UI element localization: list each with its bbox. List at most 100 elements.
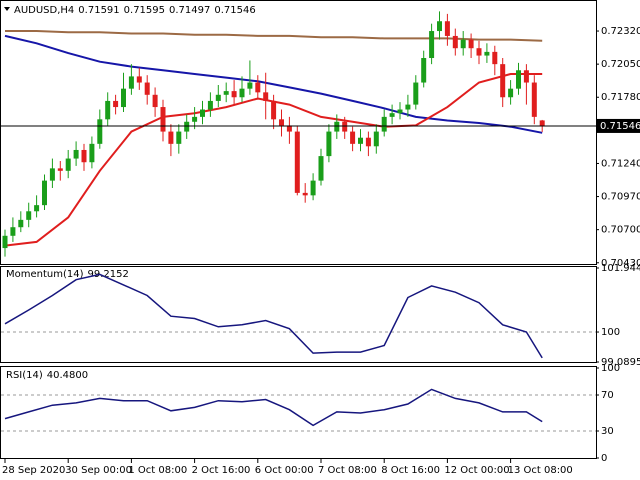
candle-body bbox=[207, 100, 213, 110]
momentum-panel bbox=[0, 266, 597, 363]
moving-average bbox=[4, 34, 543, 134]
last-low: 0.71497 bbox=[169, 5, 210, 16]
candle-body bbox=[373, 131, 379, 147]
candle-body bbox=[516, 70, 521, 89]
indicator-value: 99.2152 bbox=[88, 269, 129, 280]
momentum-title: Momentum(14) 99.2152 bbox=[6, 269, 129, 280]
candle-body bbox=[97, 119, 103, 144]
y-tick-label: 99.0895 bbox=[601, 357, 640, 368]
candle-body bbox=[444, 21, 450, 36]
indicator-name: Momentum(14) bbox=[6, 269, 84, 280]
x-tick-label: 8 Oct 16:00 bbox=[381, 465, 440, 476]
y-tick-label: 0.71240 bbox=[601, 158, 640, 169]
rsi-panel bbox=[0, 366, 597, 459]
y-tick-label: 101.9445 bbox=[601, 263, 640, 274]
candle-body bbox=[81, 149, 87, 163]
y-tick-label: 0.70700 bbox=[601, 225, 640, 236]
candle-body bbox=[128, 76, 134, 89]
candle-body bbox=[334, 121, 340, 132]
main-title: AUDUSD,H4 0.71591 0.71595 0.71497 0.71546 bbox=[14, 5, 256, 16]
candle-body bbox=[484, 51, 490, 56]
y-tick-label: 0.70430 bbox=[601, 258, 640, 269]
candle-body bbox=[397, 109, 403, 114]
candle-body bbox=[452, 35, 458, 49]
candle-body bbox=[136, 76, 142, 83]
candle-body bbox=[468, 39, 474, 49]
candle-body bbox=[255, 82, 261, 93]
candle-body bbox=[49, 168, 55, 181]
rsi-title: RSI(14) 40.4800 bbox=[6, 370, 88, 381]
candle-body bbox=[176, 131, 182, 144]
candle-body bbox=[523, 70, 529, 83]
y-tick-label: 70 bbox=[601, 390, 614, 401]
menu-triangle bbox=[4, 7, 10, 11]
candle-body bbox=[508, 88, 514, 98]
candle-body bbox=[2, 235, 8, 249]
candle-body bbox=[279, 119, 284, 126]
candle-body bbox=[121, 88, 126, 108]
candle-body bbox=[413, 82, 419, 105]
candle-body bbox=[168, 131, 174, 144]
x-tick-label: 30 Sep 00:00 bbox=[65, 465, 132, 476]
candle-body bbox=[223, 91, 229, 95]
x-tick-label: 12 Oct 00:00 bbox=[444, 465, 509, 476]
candle-body bbox=[405, 104, 411, 110]
indicator-line bbox=[4, 273, 543, 359]
candle-body bbox=[429, 31, 435, 59]
x-tick-label: 1 Oct 08:00 bbox=[128, 465, 187, 476]
y-tick-label: 100 bbox=[601, 363, 620, 374]
candle-body bbox=[310, 180, 316, 196]
candle-body bbox=[231, 91, 237, 98]
candle-body bbox=[476, 48, 482, 56]
candle-body bbox=[492, 51, 498, 65]
candle-body bbox=[34, 205, 40, 212]
x-tick-label: 28 Sep 2020 bbox=[2, 465, 65, 476]
candle-body bbox=[57, 168, 63, 171]
x-tick-label: 7 Oct 08:00 bbox=[318, 465, 377, 476]
candle-body bbox=[271, 100, 277, 120]
candle-body bbox=[89, 143, 95, 163]
x-tick-label: 13 Oct 08:00 bbox=[508, 465, 573, 476]
candle-body bbox=[144, 82, 150, 95]
y-tick-label: 30 bbox=[601, 426, 614, 437]
x-tick-label: 6 Oct 00:00 bbox=[255, 465, 314, 476]
indicator-line bbox=[4, 388, 543, 427]
candle-body bbox=[326, 131, 332, 157]
candle-body bbox=[460, 39, 466, 49]
candle-body bbox=[215, 94, 221, 101]
y-tick-label: 0.70970 bbox=[601, 192, 640, 203]
candle-body bbox=[302, 192, 308, 196]
candle-body bbox=[113, 100, 119, 108]
candle-body bbox=[239, 88, 245, 98]
candle-body bbox=[358, 137, 363, 144]
candle-body bbox=[247, 82, 253, 89]
candle-body bbox=[26, 211, 32, 220]
last-open: 0.71591 bbox=[78, 5, 119, 16]
symbol: AUDUSD,H4 bbox=[14, 5, 74, 16]
y-tick-label: 0.72050 bbox=[601, 59, 640, 70]
candle-body bbox=[539, 120, 545, 126]
candle-body bbox=[389, 113, 395, 117]
candle-body bbox=[105, 100, 111, 120]
candle-body bbox=[65, 158, 71, 171]
candle-body bbox=[342, 121, 348, 132]
candle-body bbox=[437, 21, 442, 32]
candle-body bbox=[184, 121, 190, 132]
current-price-label: 0.71546 bbox=[600, 121, 640, 132]
indicator-value: 40.4800 bbox=[47, 370, 88, 381]
candle-body bbox=[294, 131, 300, 193]
y-tick-label: 0 bbox=[601, 453, 607, 464]
candle-body bbox=[286, 125, 292, 132]
x-tick-label: 2 Oct 16:00 bbox=[192, 465, 251, 476]
y-tick-label: 100 bbox=[601, 327, 620, 338]
last-high: 0.71595 bbox=[124, 5, 165, 16]
candle-body bbox=[365, 137, 371, 147]
candle-body bbox=[18, 219, 24, 228]
candle-body bbox=[42, 180, 47, 206]
candle-body bbox=[160, 107, 166, 132]
candle-body bbox=[421, 58, 427, 83]
y-tick-label: 0.72320 bbox=[601, 26, 640, 37]
candle-body bbox=[263, 92, 269, 101]
